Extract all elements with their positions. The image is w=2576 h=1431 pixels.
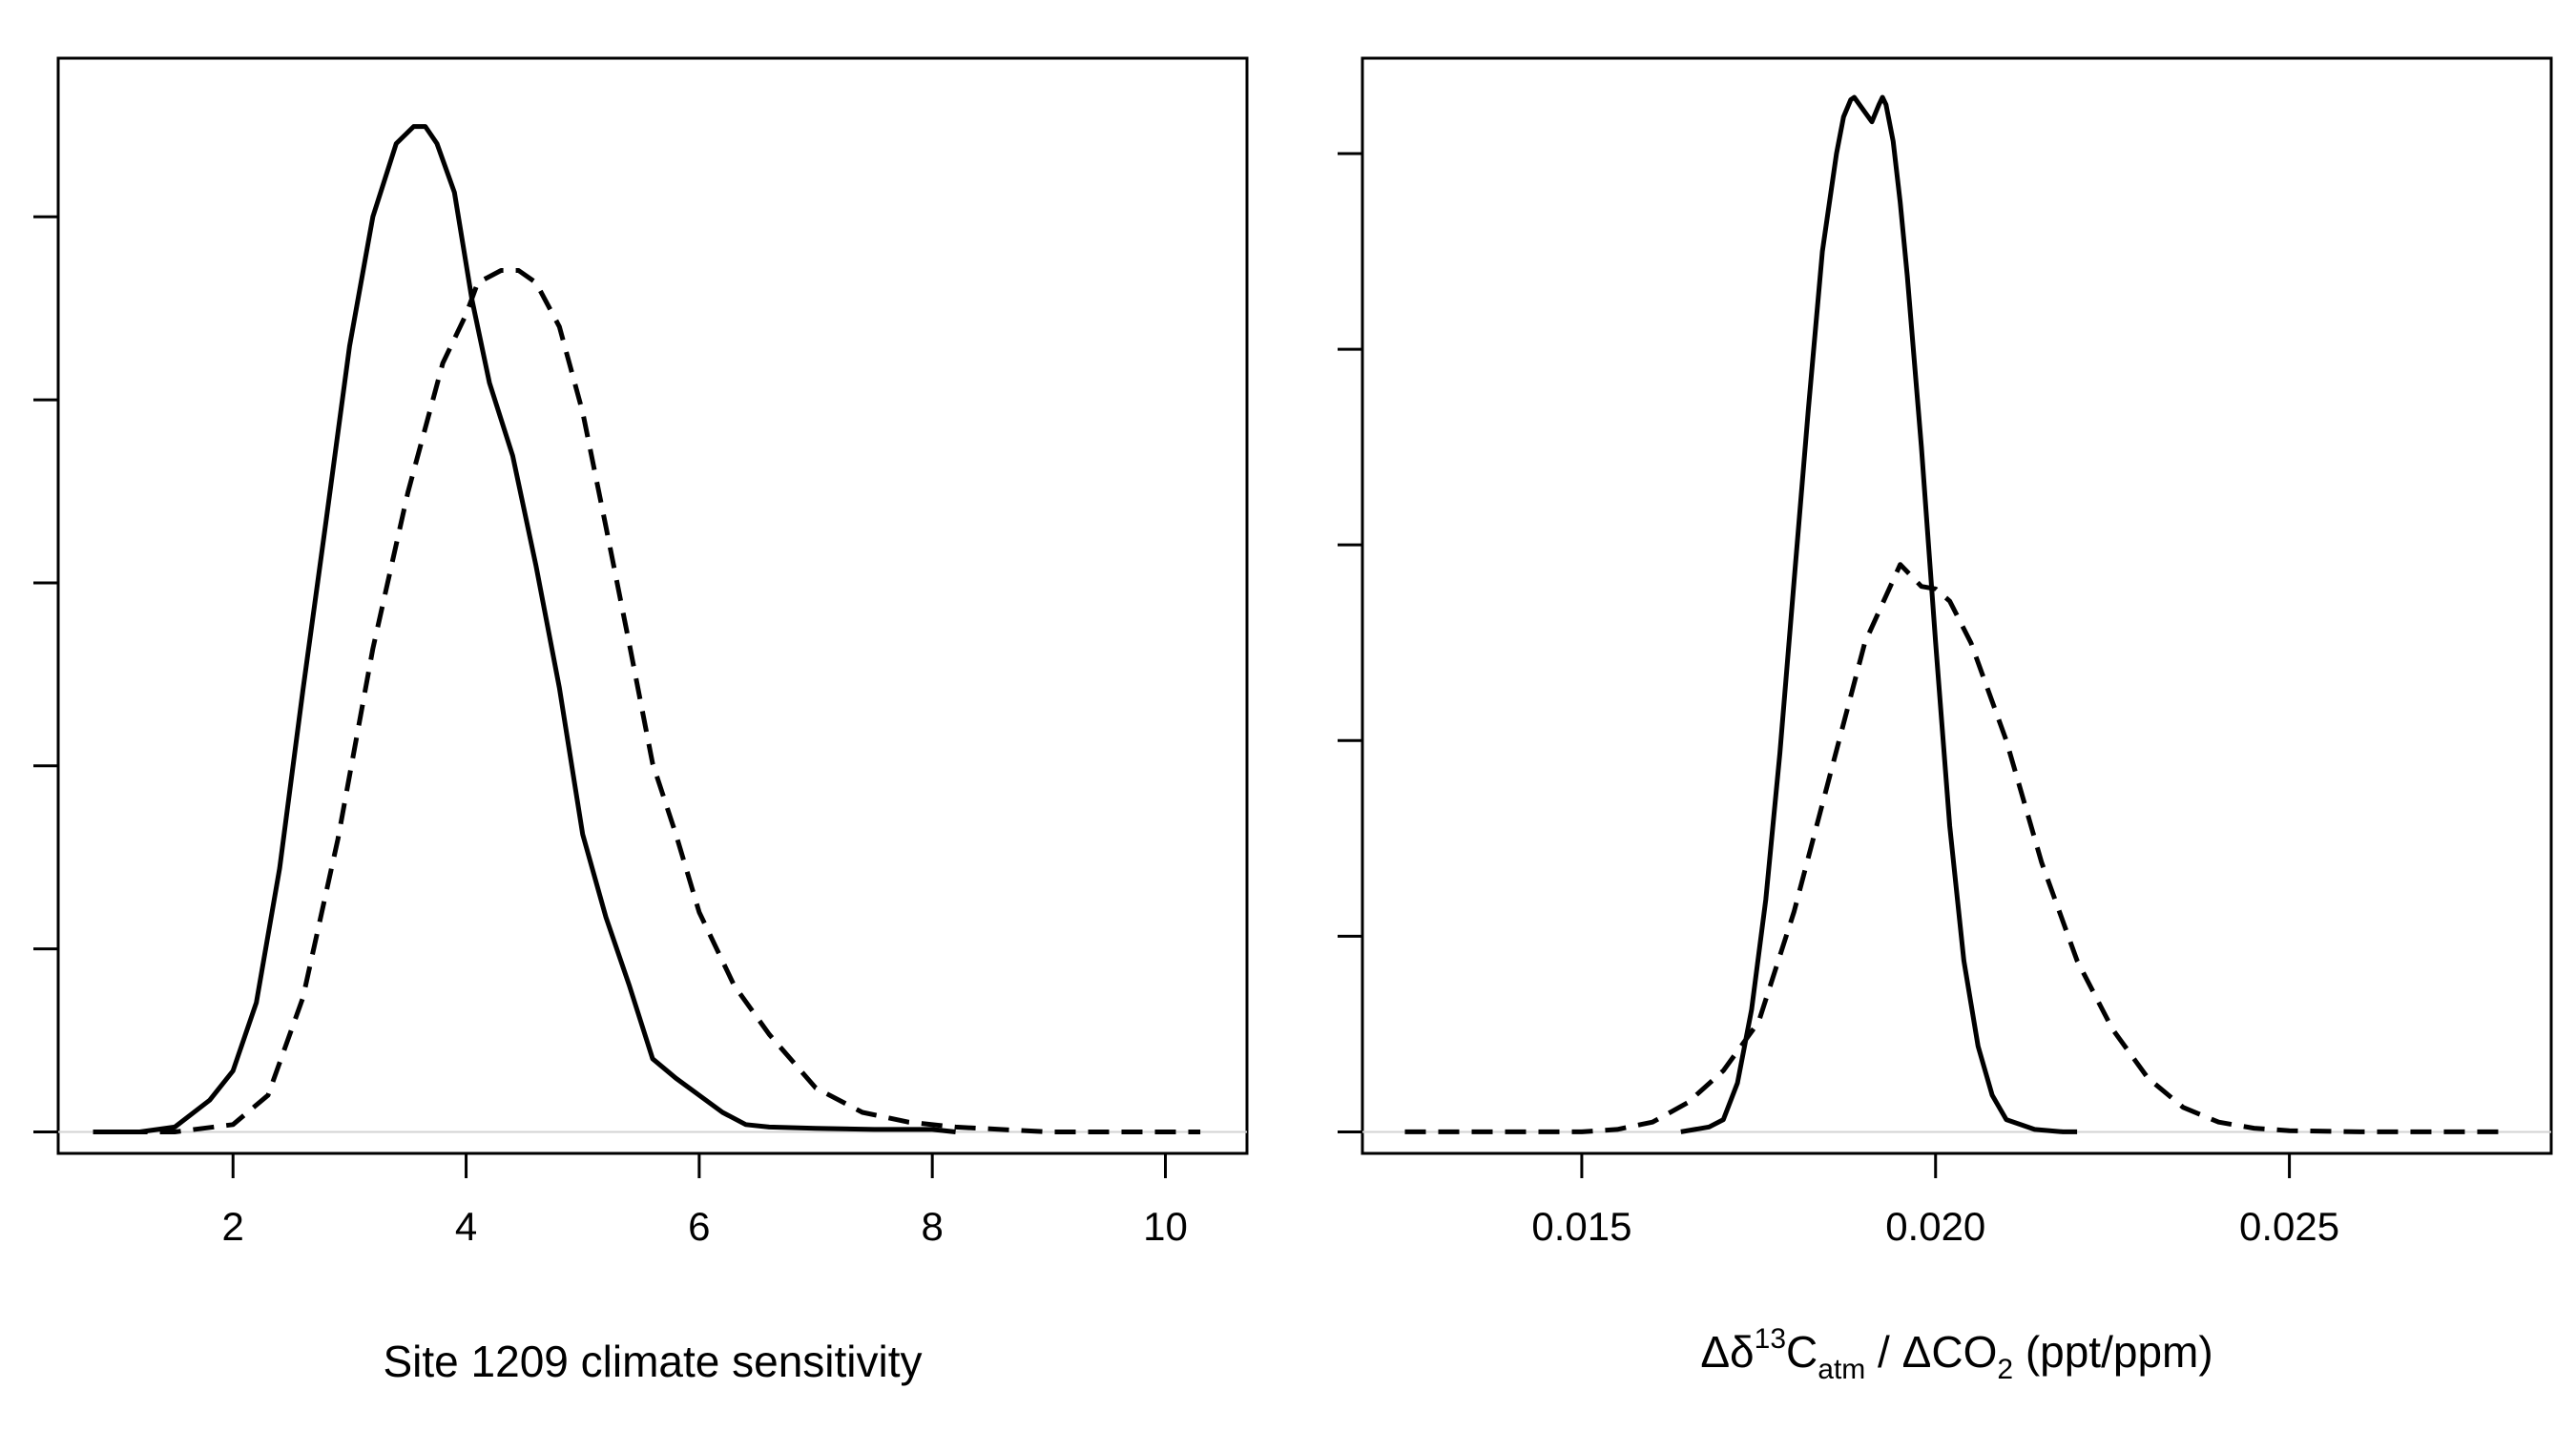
- plot-frame: [56, 56, 1249, 1155]
- plot-frame: [1361, 56, 2553, 1155]
- x-axis-title: Δδ13Catm / ΔCO2 (ppt/ppm): [1700, 1323, 2212, 1385]
- density-curves: [93, 124, 1201, 1134]
- x-tick-label: 4: [455, 1204, 477, 1249]
- x-tick-label: 2: [222, 1204, 244, 1249]
- panel-carbon-isotope-ratio: 0.015 0.020 0.025 Δδ13Catm / ΔCO2 (ppt/ppm…: [1338, 56, 2553, 1385]
- dashed-density-curve: [93, 268, 1201, 1134]
- y-axis: [1338, 152, 1362, 1133]
- solid-density-curve: [93, 124, 956, 1134]
- x-tick-label: 6: [688, 1204, 710, 1249]
- x-axis: 2 4 6 8 10: [222, 1153, 1188, 1249]
- x-tick-label: 0.015: [1531, 1204, 1631, 1249]
- x-tick-label: 8: [921, 1204, 943, 1249]
- panel-climate-sensitivity: 2 4 6 8 10 Site 1209 climate sensitivity: [33, 56, 1249, 1386]
- x-axis-title: Site 1209 climate sensitivity: [383, 1337, 922, 1386]
- x-tick-label: 10: [1143, 1204, 1188, 1249]
- x-tick-label: 0.020: [1885, 1204, 1985, 1249]
- x-tick-label: 0.025: [2239, 1204, 2339, 1249]
- density-curves: [1404, 94, 2503, 1134]
- y-axis: [33, 215, 58, 1133]
- dashed-density-curve: [1404, 562, 2503, 1134]
- solid-density-curve: [1680, 94, 2078, 1134]
- x-axis: 0.015 0.020 0.025: [1531, 1153, 2339, 1249]
